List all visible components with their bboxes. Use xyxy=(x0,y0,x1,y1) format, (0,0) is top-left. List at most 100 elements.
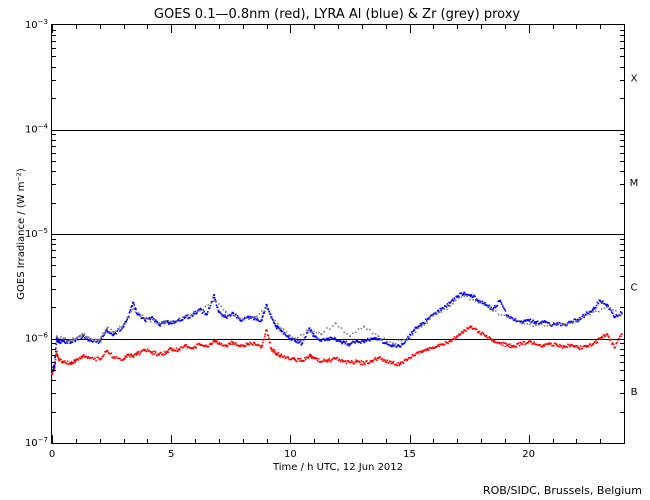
trace-dot xyxy=(55,340,58,343)
trace-dot xyxy=(414,331,417,334)
trace-dot xyxy=(547,343,550,346)
trace-dot xyxy=(568,345,571,348)
trace-dot xyxy=(509,317,511,320)
trace-dot xyxy=(460,292,463,295)
trace-dot xyxy=(396,364,399,367)
trace-dot xyxy=(249,315,251,318)
trace-dot xyxy=(116,328,119,330)
trace-dot xyxy=(241,319,243,322)
trace-dot xyxy=(514,318,517,320)
trace-dot xyxy=(87,340,90,342)
trace-dot xyxy=(277,351,280,354)
trace-dot xyxy=(612,315,615,317)
trace-dot xyxy=(533,341,535,343)
trace-dot xyxy=(111,330,114,333)
trace-dot xyxy=(140,317,143,320)
trace-dot xyxy=(368,362,371,364)
trace-dot xyxy=(466,327,468,329)
trace-dot xyxy=(426,318,429,320)
trace-dot xyxy=(409,334,412,336)
data-point xyxy=(294,339,297,342)
trace-dot xyxy=(605,305,608,307)
trace-dot xyxy=(238,345,241,347)
trace-dot xyxy=(357,360,359,362)
trace-dot xyxy=(379,338,382,340)
trace-dot xyxy=(421,349,424,352)
trace-dot xyxy=(135,354,138,356)
trace-dot xyxy=(401,361,404,363)
trace-dot xyxy=(555,322,557,325)
trace-dot xyxy=(525,319,527,321)
trace-dot xyxy=(330,336,332,339)
trace-dot xyxy=(459,292,461,295)
trace-dot xyxy=(596,301,599,304)
trace-dot xyxy=(162,321,165,323)
trace-dot xyxy=(375,359,378,362)
trace-dot xyxy=(337,325,340,328)
trace-dot xyxy=(120,328,122,331)
trace-dot xyxy=(338,358,340,361)
trace-dot xyxy=(289,358,292,361)
data-point xyxy=(348,361,351,364)
trace-dot xyxy=(196,312,198,314)
trace-dot xyxy=(523,341,525,343)
trace-dot xyxy=(251,343,253,346)
trace-dot xyxy=(54,356,56,359)
trace-dot xyxy=(284,333,287,336)
trace-dot xyxy=(375,338,378,341)
trace-dot xyxy=(417,351,419,353)
trace-dot xyxy=(491,340,493,342)
trace-dot xyxy=(351,361,354,364)
trace-dot xyxy=(526,322,529,325)
trace-dot xyxy=(539,321,542,324)
data-point xyxy=(341,341,344,344)
trace-dot xyxy=(369,338,372,341)
trace-dot xyxy=(110,328,112,331)
trace-dot xyxy=(83,356,86,358)
trace-dot xyxy=(505,342,508,345)
trace-dot xyxy=(66,360,69,363)
trace-dot xyxy=(383,358,385,361)
trace-dot xyxy=(149,318,152,321)
trace-dot xyxy=(480,302,483,304)
trace-dot xyxy=(569,322,571,324)
trace-dot xyxy=(536,320,539,323)
data-point xyxy=(420,351,423,354)
trace-dot xyxy=(248,316,251,319)
trace-dot xyxy=(341,358,343,361)
trace-dot xyxy=(101,356,104,358)
trace-dot xyxy=(358,341,360,343)
trace-dot xyxy=(207,345,209,348)
trace-dot xyxy=(76,358,79,361)
trace-dot xyxy=(186,314,189,317)
trace-dot xyxy=(451,340,453,343)
trace-dot xyxy=(156,354,159,357)
trace-dot xyxy=(145,349,147,352)
trace-dot xyxy=(262,341,264,344)
trace-dot xyxy=(543,319,546,322)
trace-dot xyxy=(262,315,264,317)
trace-dot xyxy=(575,345,577,348)
trace-dot xyxy=(271,349,274,351)
trace-dot xyxy=(235,342,237,344)
trace-dot xyxy=(459,333,462,335)
trace-dot xyxy=(350,342,352,345)
trace-dot xyxy=(209,342,212,345)
trace-dot xyxy=(343,360,346,363)
trace-dot xyxy=(400,343,403,345)
trace-dot xyxy=(57,337,59,340)
trace-dot xyxy=(257,319,259,321)
data-point xyxy=(449,301,452,304)
data-point xyxy=(143,317,146,320)
data-point xyxy=(527,319,530,322)
trace-dot xyxy=(548,322,551,324)
trace-dot xyxy=(609,307,611,309)
trace-dot xyxy=(541,346,543,348)
data-point xyxy=(74,359,77,362)
trace-dot xyxy=(284,357,287,360)
trace-dot xyxy=(104,329,107,332)
trace-dot xyxy=(490,338,492,340)
trace-dot xyxy=(439,343,441,345)
trace-dot xyxy=(258,312,261,315)
trace-dot xyxy=(358,360,360,363)
